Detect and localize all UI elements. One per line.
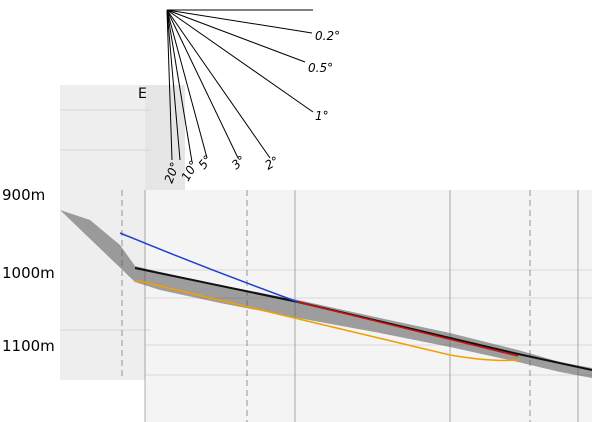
slope-fan: [166, 9, 314, 163]
depth-label: 900m: [2, 186, 45, 204]
seabed-echo: [60, 210, 592, 378]
red-line: [297, 301, 519, 357]
record-grid: [60, 109, 592, 422]
slope-label: 2°: [263, 154, 282, 173]
slope-label: 3°: [229, 153, 248, 172]
record-main: [145, 190, 592, 422]
slope-label: 20°: [162, 160, 182, 185]
slope-label: 0.5°: [308, 61, 333, 75]
record-mark: E: [138, 86, 147, 102]
orange-line: [134, 279, 521, 362]
depth-label: 1100m: [2, 337, 55, 355]
slope-label: 0.2°: [315, 29, 340, 43]
seabed-surface: [134, 267, 592, 371]
depth-label: 1000m: [2, 264, 55, 282]
blue-line: [119, 232, 299, 303]
slope-label: 1°: [315, 109, 329, 123]
